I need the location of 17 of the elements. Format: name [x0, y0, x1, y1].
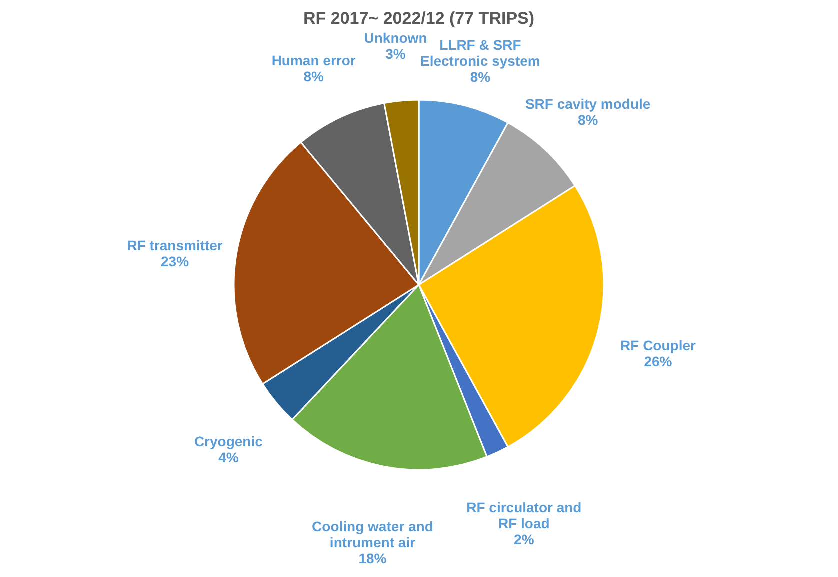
slice-label: SRF cavity module [525, 96, 651, 112]
data-label: 2% [514, 531, 535, 548]
chart-title: RF 2017~ 2022/12 (77 TRIPS) [303, 9, 535, 28]
slice-label: Human error [272, 52, 356, 69]
slice-label: RF Coupler [620, 337, 697, 354]
data-label: 3% [386, 46, 406, 62]
slice-label: Cryogenic [194, 433, 264, 450]
data-label: 18% [358, 550, 388, 567]
data-label: 8% [578, 112, 599, 128]
slice-label: Cooling water and intrument air [312, 518, 434, 551]
data-label: 26% [644, 353, 673, 370]
data-label: 4% [218, 449, 240, 466]
data-label: 8% [304, 68, 324, 85]
data-label: 23% [161, 253, 190, 270]
data-label: 8% [470, 68, 492, 85]
slice-label: RF circulator and RF load [466, 499, 582, 532]
slice-label: RF transmitter [127, 237, 224, 254]
